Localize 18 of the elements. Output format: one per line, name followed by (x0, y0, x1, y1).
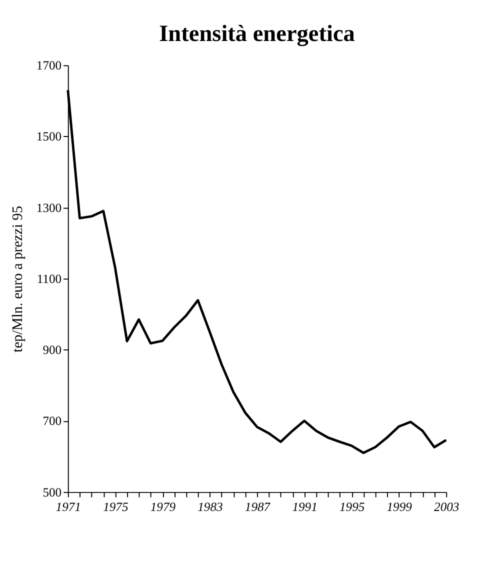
x-tick-label: 1991 (292, 500, 318, 514)
chart-title: Intensità energetica (159, 20, 356, 47)
x-tick-label: 1995 (339, 500, 365, 514)
x-tick-label: 2003 (434, 500, 460, 514)
y-tick-label: 1500 (36, 130, 62, 144)
x-tick-label: 1987 (244, 500, 271, 514)
y-axis-title: tep/Mln. euro a prezzi 95 (10, 206, 26, 352)
y-tick-label: 900 (42, 343, 62, 358)
x-tick-label: 1979 (150, 500, 176, 514)
x-tick-label: 1983 (198, 500, 223, 514)
y-tick-label: 1100 (36, 272, 62, 286)
y-tick-label: 1300 (36, 200, 62, 215)
x-tick-label: 1971 (56, 500, 81, 514)
y-tick-label: 1700 (36, 58, 62, 73)
y-tick-label: 500 (42, 485, 62, 500)
y-tick-label: 700 (42, 414, 62, 428)
x-tick-label: 1999 (386, 500, 413, 514)
x-tick-label: 1975 (103, 500, 128, 514)
